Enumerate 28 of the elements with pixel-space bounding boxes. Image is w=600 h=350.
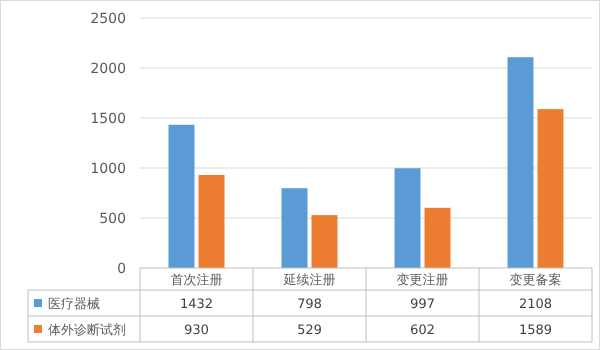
y-tick-label: 0 (117, 261, 126, 277)
bar (312, 215, 338, 268)
data-label: 1589 (518, 323, 552, 338)
bar (394, 168, 420, 268)
data-label: 1432 (180, 297, 214, 312)
x-tick-label: 变更备案 (510, 272, 562, 288)
y-tick-label: 1000 (90, 161, 126, 177)
data-label: 930 (184, 323, 209, 338)
y-tick-label: 2000 (90, 61, 126, 77)
y-tick-label: 500 (99, 211, 126, 227)
data-label: 798 (297, 297, 322, 312)
bar (508, 57, 534, 268)
bar (282, 188, 308, 268)
data-label: 529 (297, 323, 322, 338)
data-label: 602 (410, 323, 435, 338)
bar (198, 175, 224, 268)
y-tick-label: 2500 (90, 11, 126, 27)
bar (168, 124, 194, 268)
data-label: 997 (410, 297, 435, 312)
x-tick-label: 变更注册 (396, 273, 448, 288)
data-label: 2108 (518, 297, 552, 312)
bar (424, 208, 450, 268)
x-tick-label: 延续注册 (282, 273, 336, 288)
bar (538, 109, 564, 268)
y-tick-label: 1500 (90, 111, 126, 127)
legend-label: 医疗器械 (48, 297, 100, 312)
x-tick-label: 首次注册 (170, 273, 222, 288)
legend-label: 体外诊断试剂 (48, 322, 126, 338)
